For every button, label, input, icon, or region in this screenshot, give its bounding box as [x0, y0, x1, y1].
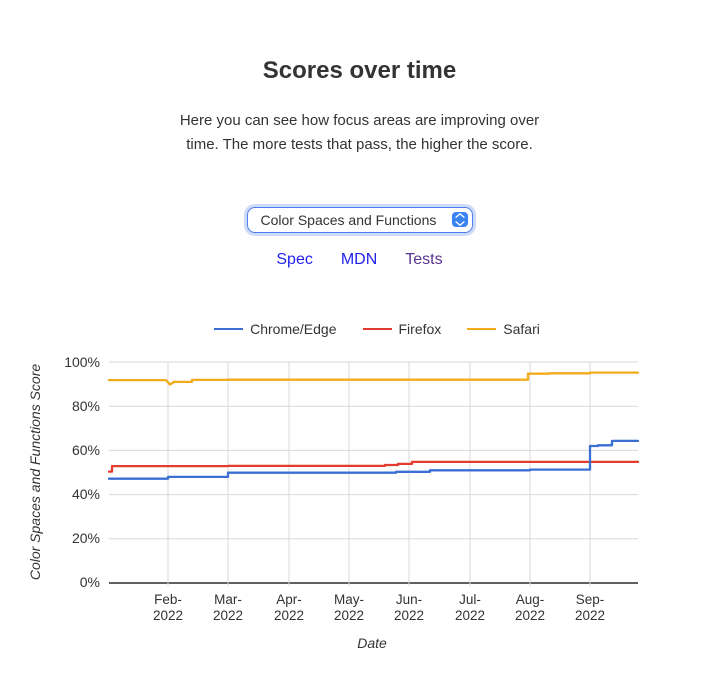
svg-text:2022: 2022: [153, 608, 183, 623]
svg-text:May-: May-: [334, 592, 364, 607]
svg-text:40%: 40%: [72, 486, 100, 502]
svg-text:Jul-: Jul-: [459, 592, 481, 607]
svg-text:Jun-: Jun-: [396, 592, 422, 607]
svg-text:60%: 60%: [72, 442, 100, 458]
svg-text:2022: 2022: [213, 608, 243, 623]
svg-text:2022: 2022: [575, 608, 605, 623]
svg-text:80%: 80%: [72, 398, 100, 414]
svg-text:2022: 2022: [274, 608, 304, 623]
svg-text:Color Spaces and Functions Sco: Color Spaces and Functions Score: [27, 364, 43, 581]
svg-text:Date: Date: [357, 635, 387, 651]
svg-text:Mar-: Mar-: [214, 592, 242, 607]
svg-text:Feb-: Feb-: [154, 592, 182, 607]
svg-text:2022: 2022: [394, 608, 424, 623]
svg-text:0%: 0%: [80, 574, 100, 590]
svg-text:2022: 2022: [515, 608, 545, 623]
svg-text:2022: 2022: [455, 608, 485, 623]
svg-text:100%: 100%: [64, 354, 100, 370]
svg-text:Sep-: Sep-: [576, 592, 605, 607]
svg-text:Aug-: Aug-: [516, 592, 545, 607]
svg-text:20%: 20%: [72, 530, 100, 546]
svg-text:2022: 2022: [334, 608, 364, 623]
svg-text:Apr-: Apr-: [276, 592, 302, 607]
